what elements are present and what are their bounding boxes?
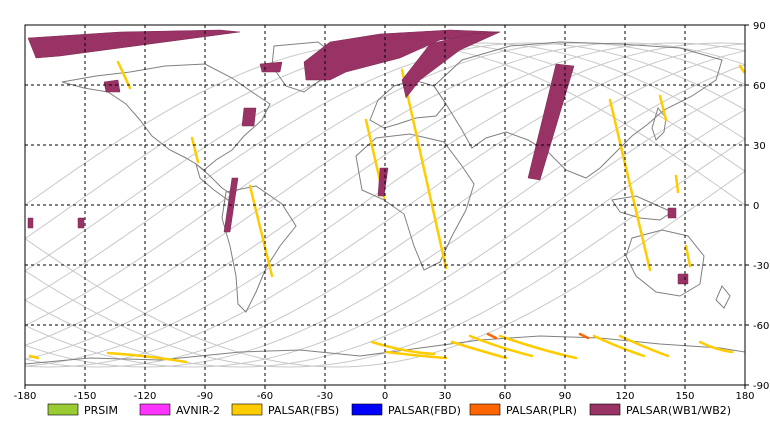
wb-swath-australia-east xyxy=(677,273,689,285)
legend-label: PALSAR(PLR) xyxy=(506,404,577,417)
legend-label: PRSIM xyxy=(84,404,118,417)
australia xyxy=(625,229,705,297)
wb-swath-asia xyxy=(527,63,575,181)
plr-swaths xyxy=(486,332,590,340)
y-tick-label: 90 xyxy=(753,21,766,32)
y-tick-label: 30 xyxy=(753,141,766,152)
y-tick-label: -90 xyxy=(753,381,769,392)
x-tick-label: 0 xyxy=(382,391,388,402)
graticule-grid xyxy=(25,25,745,385)
longitude-tick-labels: -180 -150 -120 -90 -60 -30 0 30 60 90 120 150 180 xyxy=(14,385,755,402)
wb-swath-pngn xyxy=(667,207,677,219)
y-tick-label: 0 xyxy=(753,201,759,212)
fbs-swaths xyxy=(28,60,746,364)
legend-label: PALSAR(FBS) xyxy=(268,404,339,417)
legend-swatch xyxy=(469,403,501,416)
wb-swath-alaska xyxy=(103,79,121,93)
legend-item: PALSAR(FBS) xyxy=(231,403,339,417)
legend-item: PALSAR(WB1/WB2) xyxy=(589,403,731,417)
map-area xyxy=(24,24,746,386)
legend-swatch xyxy=(47,403,79,416)
latitude-tick-labels: 90 60 30 0 -30 -60 -90 xyxy=(745,21,769,392)
maritime-asia xyxy=(611,195,674,221)
legend-label: PALSAR(FBD) xyxy=(388,404,461,417)
x-tick-label: 30 xyxy=(439,391,452,402)
x-tick-label: 150 xyxy=(675,391,694,402)
y-tick-label: -60 xyxy=(753,321,769,332)
y-tick-label: 60 xyxy=(753,81,766,92)
legend-item: PRSIM xyxy=(47,403,118,417)
legend-item: PALSAR(FBD) xyxy=(351,403,461,417)
x-tick-label: 120 xyxy=(615,391,634,402)
x-tick-label: 90 xyxy=(559,391,572,402)
wb-swath-pacific-w xyxy=(27,217,34,229)
asia xyxy=(433,41,723,179)
x-tick-label: 60 xyxy=(499,391,512,402)
x-tick-label: -150 xyxy=(74,391,97,402)
land-outlines xyxy=(24,41,746,386)
legend-item: PALSAR(PLR) xyxy=(469,403,577,417)
north-america xyxy=(61,63,271,171)
legend-swatch xyxy=(139,403,171,416)
wb-swaths xyxy=(27,29,689,285)
legend-swatch xyxy=(351,403,383,416)
wb-swath-arctic-central xyxy=(303,29,501,81)
legend-label: PALSAR(WB1/WB2) xyxy=(626,404,731,417)
legend-label: AVNIR-2 xyxy=(176,404,220,417)
x-tick-label: -30 xyxy=(317,391,333,402)
new-zealand xyxy=(715,285,731,309)
wb-swath-hudson xyxy=(241,107,257,127)
wb-swath-canada xyxy=(259,61,283,73)
y-tick-label: -30 xyxy=(753,261,769,272)
legend-swatch xyxy=(589,403,621,416)
africa xyxy=(355,133,475,271)
x-tick-label: -90 xyxy=(197,391,213,402)
wb-swath-pacific-e xyxy=(77,217,85,229)
legend-swatch xyxy=(231,403,263,416)
legend: PRSIM AVNIR-2 PALSAR(FBS) PALSAR(FBD) PALSAR… xyxy=(47,403,731,417)
x-tick-label: -120 xyxy=(134,391,157,402)
wb-swath-arctic-west xyxy=(27,29,241,59)
x-tick-label: 180 xyxy=(735,391,754,402)
legend-item: AVNIR-2 xyxy=(139,403,220,417)
x-tick-label: -180 xyxy=(14,391,37,402)
wb-swath-scandinavia xyxy=(401,31,501,99)
south-america xyxy=(221,185,297,313)
x-tick-label: -60 xyxy=(257,391,273,402)
